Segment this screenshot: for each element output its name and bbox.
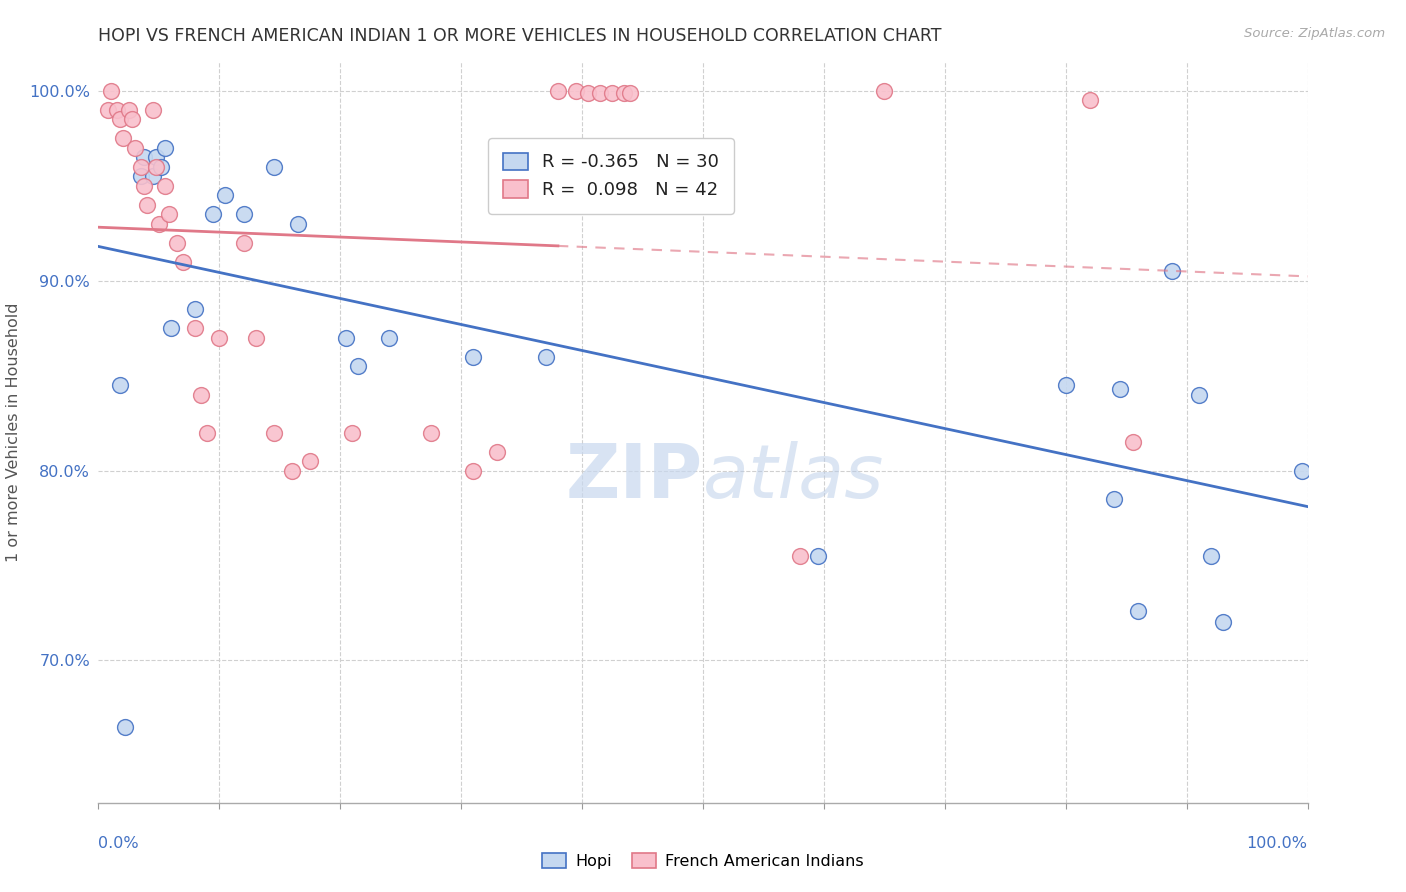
- Point: [214, 188, 236, 202]
- Point: [114, 720, 136, 734]
- Point: [342, 425, 364, 440]
- Text: 0.0%: 0.0%: [98, 836, 139, 851]
- Point: [129, 160, 152, 174]
- Point: [148, 217, 170, 231]
- Point: [145, 160, 167, 174]
- Point: [153, 141, 176, 155]
- Point: [576, 86, 599, 100]
- Point: [1078, 94, 1101, 108]
- Point: [1188, 387, 1211, 401]
- Text: HOPI VS FRENCH AMERICAN INDIAN 1 OR MORE VEHICLES IN HOUSEHOLD CORRELATION CHART: HOPI VS FRENCH AMERICAN INDIAN 1 OR MORE…: [98, 27, 942, 45]
- Point: [150, 160, 173, 174]
- Point: [105, 103, 128, 117]
- Point: [172, 254, 194, 268]
- Legend: R = -0.365   N = 30, R =  0.098   N = 42: R = -0.365 N = 30, R = 0.098 N = 42: [488, 138, 734, 213]
- Point: [142, 169, 165, 184]
- Point: [134, 178, 156, 193]
- Point: [619, 86, 641, 100]
- Point: [1161, 264, 1184, 278]
- Point: [335, 331, 357, 345]
- Point: [160, 321, 183, 335]
- Point: [613, 86, 636, 100]
- Point: [589, 86, 612, 100]
- Point: [100, 84, 122, 98]
- Point: [1212, 615, 1234, 630]
- Point: [111, 131, 134, 145]
- Point: [565, 84, 588, 98]
- Legend: Hopi, French American Indians: Hopi, French American Indians: [536, 847, 870, 875]
- Point: [208, 331, 231, 345]
- Point: [1128, 604, 1150, 618]
- Point: [1199, 549, 1222, 563]
- Point: [157, 207, 180, 221]
- Point: [263, 160, 285, 174]
- Point: [166, 235, 188, 250]
- Text: ZIP: ZIP: [565, 441, 703, 514]
- Point: [547, 84, 569, 98]
- Point: [190, 387, 212, 401]
- Point: [1109, 382, 1132, 396]
- Point: [118, 103, 141, 117]
- Point: [1291, 464, 1313, 478]
- Point: [298, 454, 321, 468]
- Point: [1102, 491, 1125, 506]
- Point: [263, 425, 285, 440]
- Point: [184, 321, 207, 335]
- Point: [135, 198, 157, 212]
- Point: [232, 235, 254, 250]
- Point: [463, 464, 485, 478]
- Y-axis label: 1 or more Vehicles in Household: 1 or more Vehicles in Household: [6, 303, 21, 562]
- Point: [108, 112, 131, 127]
- Point: [873, 84, 896, 98]
- Point: [129, 169, 152, 184]
- Text: 100.0%: 100.0%: [1247, 836, 1308, 851]
- Point: [347, 359, 370, 374]
- Point: [232, 207, 254, 221]
- Point: [108, 378, 131, 392]
- Point: [134, 150, 156, 164]
- Point: [1054, 378, 1077, 392]
- Point: [202, 207, 225, 221]
- Point: [121, 112, 143, 127]
- Point: [463, 350, 485, 364]
- Point: [486, 444, 509, 458]
- Point: [124, 141, 146, 155]
- Point: [142, 103, 165, 117]
- Point: [534, 350, 557, 364]
- Point: [287, 217, 309, 231]
- Point: [153, 178, 176, 193]
- Point: [1122, 435, 1144, 450]
- Point: [97, 103, 120, 117]
- Text: atlas: atlas: [703, 441, 884, 513]
- Text: Source: ZipAtlas.com: Source: ZipAtlas.com: [1244, 27, 1385, 40]
- Point: [281, 464, 304, 478]
- Point: [807, 549, 830, 563]
- Point: [420, 425, 443, 440]
- Point: [184, 302, 207, 317]
- Point: [377, 331, 399, 345]
- Point: [195, 425, 218, 440]
- Point: [789, 549, 811, 563]
- Point: [600, 86, 623, 100]
- Point: [245, 331, 267, 345]
- Point: [145, 150, 167, 164]
